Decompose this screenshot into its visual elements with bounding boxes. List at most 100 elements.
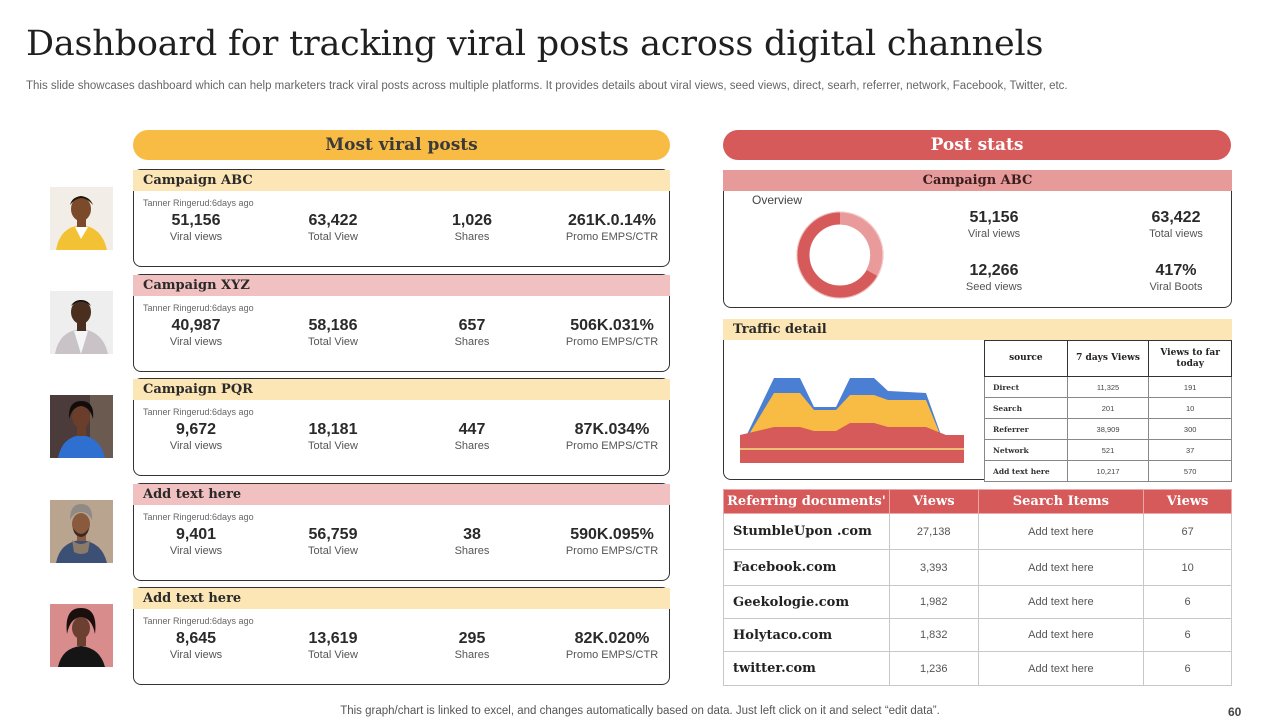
today-cell: 570	[1148, 460, 1232, 482]
campaign-title: Campaign XYZ	[133, 275, 670, 296]
promo-label: Promo EMPS/CTR	[565, 336, 659, 348]
campaign-title: Add text here	[133, 484, 670, 505]
total-view-stat: 13,619 Total View	[273, 630, 393, 662]
item-views-cell: 6	[1143, 618, 1232, 652]
total-view-value: 18,181	[308, 421, 358, 438]
campaign-card[interactable]: Add text here Tanner Ringerud:6days ago …	[133, 587, 670, 685]
total-view-stat: 56,759 Total View	[273, 526, 393, 558]
site-cell: StumbleUpon .com	[723, 513, 890, 550]
site-cell: Geekologie.com	[723, 585, 890, 619]
post-stats-campaign: Campaign ABC	[723, 170, 1232, 191]
seed-views-stat: 12,266 Seed views	[934, 262, 1054, 294]
viral-views-label: Viral views	[169, 336, 223, 348]
campaign-card[interactable]: Add text here Tanner Ringerud:6days ago …	[133, 483, 670, 581]
traffic-area-chart	[740, 378, 964, 463]
promo-stat: 87K.034% Promo EMPS/CTR	[552, 421, 672, 453]
campaign-card[interactable]: Campaign PQR Tanner Ringerud:6days ago 9…	[133, 378, 670, 476]
shares-stat: 38 Shares	[412, 526, 532, 558]
avatar	[50, 395, 113, 458]
total-view-label: Total View	[308, 649, 358, 661]
item-views-cell: 10	[1143, 549, 1232, 586]
seed-views-label: Seed views	[965, 281, 1023, 293]
total-view-value: 63,422	[308, 212, 358, 229]
overview-donut-chart	[796, 211, 884, 299]
promo-value: 261K.0.14%	[567, 212, 657, 229]
views-cell: 1,832	[888, 618, 979, 652]
table-row: StumbleUpon .com 27,138 Add text here 67	[723, 513, 1232, 550]
post-stats-panel: Campaign ABC Overview 51,156 Viral views …	[723, 170, 1232, 308]
shares-stat: 295 Shares	[412, 630, 532, 662]
page-number: 60	[1228, 705, 1242, 719]
viral-views-value: 51,156	[171, 212, 221, 229]
search-item-cell[interactable]: Add text here	[977, 651, 1145, 686]
total-view-value: 56,759	[308, 526, 358, 543]
viral-views-value: 9,401	[175, 526, 217, 543]
source-cell: Direct	[984, 376, 1068, 398]
viral-views-stat: 9,672 Viral views	[136, 421, 256, 453]
promo-value: 506K.031%	[570, 317, 654, 334]
views-cell: 1,982	[888, 585, 979, 619]
table-row: Add text here 10,217 570	[984, 460, 1232, 482]
viral-views-value: 51,156	[969, 209, 1019, 226]
campaign-card[interactable]: Campaign ABC Tanner Ringerud:6days ago 5…	[133, 169, 670, 267]
viral-views-value: 9,672	[175, 421, 217, 438]
shares-stat: 447 Shares	[412, 421, 532, 453]
donut-ring-segment	[839, 211, 884, 277]
week-cell: 521	[1066, 439, 1150, 461]
promo-label: Promo EMPS/CTR	[565, 649, 659, 661]
promo-label: Promo EMPS/CTR	[565, 231, 659, 243]
promo-stat: 261K.0.14% Promo EMPS/CTR	[552, 212, 672, 244]
today-cell: 300	[1148, 418, 1232, 440]
col-header: Views to far today	[1148, 340, 1232, 377]
table-row: twitter.com 1,236 Add text here 6	[723, 651, 1232, 686]
campaign-title: Add text here	[133, 588, 670, 609]
total-view-label: Total View	[308, 336, 358, 348]
shares-value: 295	[458, 630, 486, 647]
promo-stat: 506K.031% Promo EMPS/CTR	[552, 317, 672, 349]
overview-label: Overview	[752, 193, 803, 207]
site-cell: twitter.com	[723, 651, 890, 686]
campaign-title: Campaign ABC	[133, 170, 670, 191]
week-cell: 201	[1066, 397, 1150, 419]
promo-stat: 590K.095% Promo EMPS/CTR	[552, 526, 672, 558]
col-header: Views	[1143, 489, 1232, 514]
total-view-value: 58,186	[308, 317, 358, 334]
viral-views-stat: 9,401 Viral views	[136, 526, 256, 558]
item-views-cell: 6	[1143, 651, 1232, 686]
donut-outline	[796, 211, 884, 299]
viral-views-stat: 8,645 Viral views	[136, 630, 256, 662]
total-view-label: Total View	[308, 545, 358, 557]
viral-boots-label: Viral Boots	[1149, 281, 1203, 293]
total-view-label: Total View	[308, 231, 358, 243]
views-cell: 1,236	[888, 651, 979, 686]
area-series-red	[740, 423, 964, 463]
traffic-table: source 7 days Views Views to far today D…	[984, 340, 1232, 482]
shares-label: Shares	[454, 231, 490, 243]
post-meta: Tanner Ringerud:6days ago	[143, 198, 254, 208]
table-row: Geekologie.com 1,982 Add text here 6	[723, 585, 1232, 619]
viral-views-value: 40,987	[171, 317, 221, 334]
campaign-card[interactable]: Campaign XYZ Tanner Ringerud:6days ago 4…	[133, 274, 670, 372]
today-cell: 37	[1148, 439, 1232, 461]
week-cell: 10,217	[1066, 460, 1150, 482]
promo-label: Promo EMPS/CTR	[565, 545, 659, 557]
footer-note: This graph/chart is linked to excel, and…	[340, 705, 940, 717]
shares-label: Shares	[454, 649, 490, 661]
avatar	[50, 604, 113, 667]
viral-views-label: Viral views	[169, 649, 223, 661]
site-cell: Facebook.com	[723, 549, 890, 586]
referring-documents-table: Referring documents' Views Search Items …	[723, 489, 1232, 686]
total-views-value: 63,422	[1151, 209, 1201, 226]
promo-value: 87K.034%	[574, 421, 650, 438]
shares-value: 447	[458, 421, 486, 438]
site-cell: Holytaco.com	[723, 618, 890, 652]
shares-stat: 657 Shares	[412, 317, 532, 349]
col-header: source	[984, 340, 1068, 377]
search-item-cell[interactable]: Add text here	[977, 585, 1145, 619]
search-item-cell[interactable]: Add text here	[977, 618, 1145, 652]
post-meta: Tanner Ringerud:6days ago	[143, 303, 254, 313]
search-item-cell[interactable]: Add text here	[977, 513, 1145, 550]
search-item-cell[interactable]: Add text here	[977, 549, 1145, 586]
total-view-label: Total View	[308, 440, 358, 452]
views-cell: 27,138	[888, 513, 979, 550]
